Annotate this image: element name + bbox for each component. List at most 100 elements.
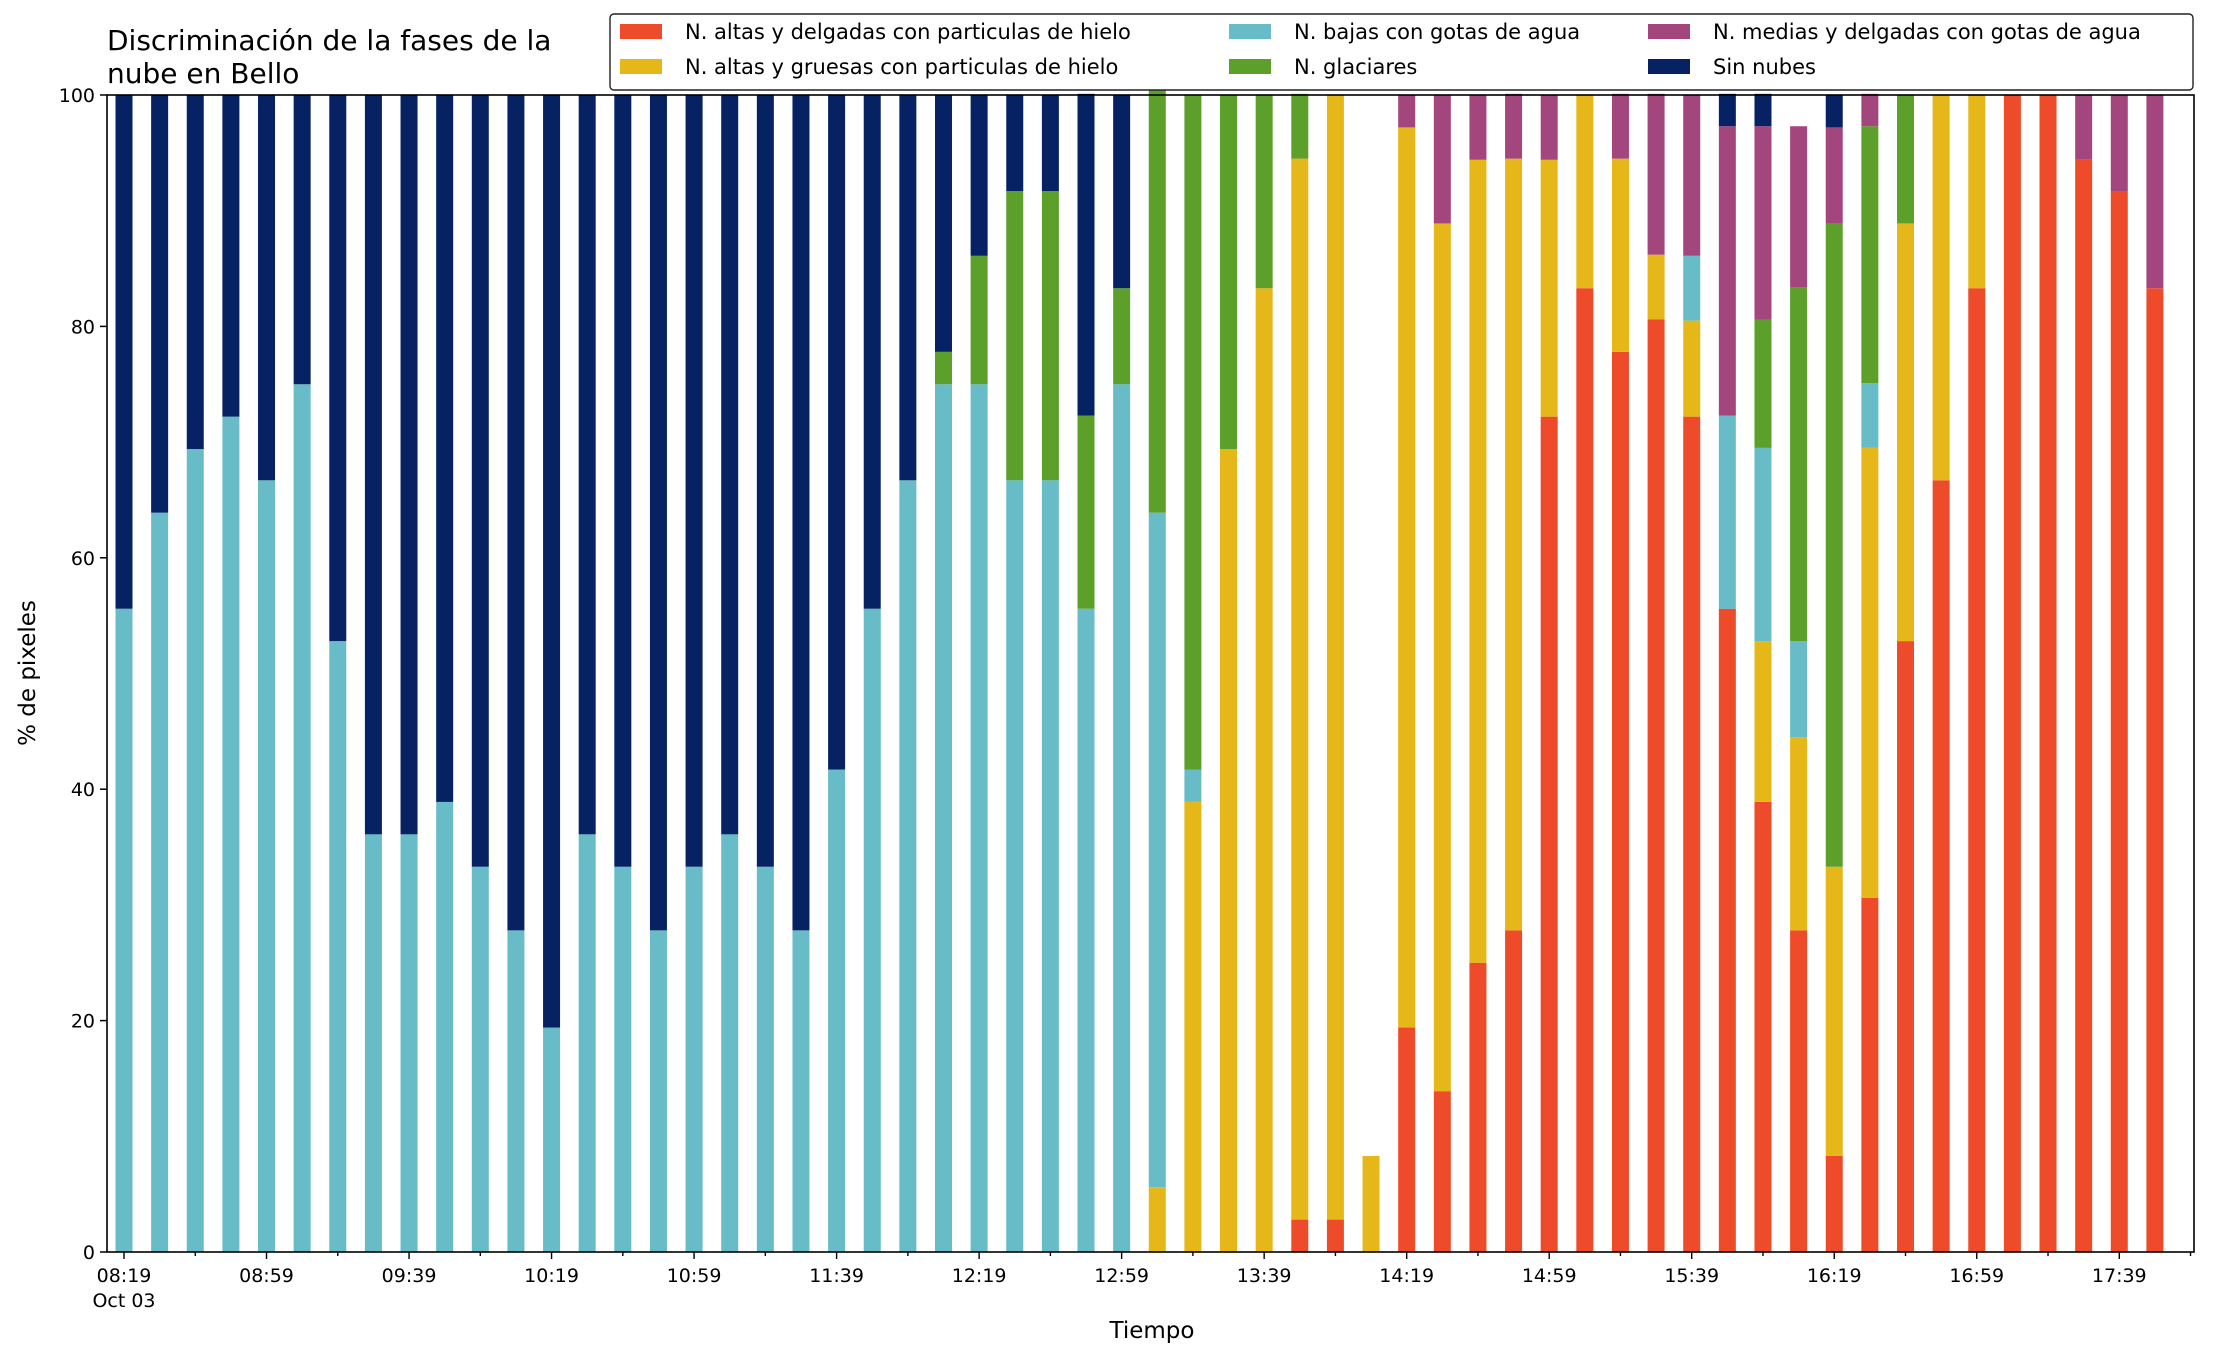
- bar-segment-38-0: [1469, 962, 1487, 1252]
- bar-segment-16-5: [685, 95, 703, 867]
- bar-segment-25-3: [1006, 191, 1024, 481]
- bar-segment-36-1: [1398, 127, 1416, 1028]
- bar-segment-55-4: [2075, 95, 2093, 160]
- bar-segment-19-5: [792, 95, 810, 931]
- bar-segment-43-0: [1647, 319, 1665, 1253]
- bar-segment-30-1: [1184, 801, 1202, 1252]
- bar-segment-48-0: [1825, 1155, 1843, 1252]
- bar-segment-47-4: [1790, 126, 1808, 288]
- bar-segment-48-5: [1825, 95, 1843, 128]
- bar-segment-56-0: [2110, 191, 2128, 1252]
- legend-label-5: Sin nubes: [1713, 55, 1816, 79]
- bar-segment-6-2: [329, 641, 347, 1252]
- bar-segment-29-3: [1148, 62, 1166, 513]
- legend-label-2: N. bajas con gotas de agua: [1294, 20, 1580, 44]
- bar-segment-48-3: [1825, 223, 1843, 867]
- bar-segment-40-1: [1540, 159, 1558, 417]
- bar-segment-49-0: [1861, 897, 1879, 1252]
- bar-segment-47-1: [1790, 737, 1808, 931]
- bar-segment-33-0: [1291, 1219, 1309, 1252]
- x-tick-label: 14:19: [1379, 1265, 1434, 1287]
- legend-label-0: N. altas y delgadas con particulas de hi…: [685, 20, 1131, 44]
- bar-segment-9-2: [436, 801, 454, 1252]
- bar-segment-3-2: [222, 416, 240, 1252]
- bar-segment-26-5: [1041, 95, 1059, 192]
- bar-segment-12-5: [543, 95, 561, 1028]
- bar-segment-2-2: [186, 449, 204, 1252]
- y-axis: 0 20 40 60 80 100: [59, 85, 107, 1264]
- bar-segment-57-4: [2146, 95, 2164, 289]
- x-tick-label: 15:39: [1664, 1265, 1719, 1287]
- bar-segment-45-5: [1718, 93, 1736, 127]
- bar-segment-20-2: [828, 769, 846, 1252]
- bar-segment-23-3: [934, 351, 952, 385]
- x-tick-label: 17:39: [2092, 1265, 2147, 1287]
- bar-segment-15-5: [649, 95, 667, 931]
- bar-segment-48-4: [1825, 127, 1843, 224]
- y-tick-label: 80: [71, 316, 95, 338]
- bar-segment-27-3: [1077, 415, 1095, 609]
- bar-segment-23-2: [934, 384, 952, 1252]
- bar-segment-18-5: [756, 95, 774, 867]
- bar-segment-57-0: [2146, 288, 2164, 1253]
- bar-segment-24-5: [970, 95, 988, 256]
- legend: N. altas y delgadas con particulas de hi…: [609, 13, 2194, 91]
- legend-frame: [609, 13, 2194, 91]
- bar-segment-26-3: [1041, 191, 1059, 481]
- bar-segment-49-2: [1861, 383, 1879, 448]
- bar-segment-39-0: [1505, 930, 1523, 1252]
- bar-segment-39-4: [1505, 93, 1523, 159]
- legend-swatch-0: [620, 24, 662, 39]
- bar-segment-17-2: [721, 834, 739, 1252]
- bar-segment-48-1: [1825, 866, 1843, 1156]
- bar-segment-42-4: [1611, 93, 1629, 159]
- bar-segment-3-5: [222, 95, 240, 417]
- bar-segment-43-4: [1647, 93, 1665, 255]
- bar-segment-14-2: [614, 866, 632, 1252]
- x-axis: 08:19 Oct 03 08:59 09:39 10:19 10:59 11:39 12:1…: [92, 1252, 2192, 1312]
- bar-segment-43-1: [1647, 254, 1665, 320]
- chart-title-line-1: Discriminación de la fases de la: [107, 24, 551, 57]
- bar-segment-44-2: [1683, 255, 1701, 321]
- legend-label-3: N. glaciares: [1294, 55, 1417, 79]
- bar-segment-4-5: [258, 95, 276, 481]
- bar-segment-53-0: [2003, 95, 2021, 1252]
- y-tick-label: 40: [71, 779, 95, 801]
- bar-segment-20-5: [828, 95, 846, 770]
- bar-segment-44-4: [1683, 95, 1701, 256]
- bar-segment-17-5: [721, 95, 739, 835]
- bar-segment-47-2: [1790, 641, 1808, 738]
- bar-segment-2-5: [186, 95, 204, 450]
- bar-segment-34-1: [1326, 95, 1344, 1220]
- bar-segment-37-4: [1433, 95, 1451, 224]
- bar-segment-9-5: [436, 95, 454, 802]
- bar-segment-42-0: [1611, 351, 1629, 1253]
- legend-swatch-3: [1229, 59, 1271, 74]
- bar-segment-11-2: [507, 930, 525, 1252]
- bar-segment-41-1: [1576, 95, 1594, 289]
- bar-segment-40-0: [1540, 416, 1558, 1252]
- bar-segment-49-3: [1861, 126, 1879, 384]
- bar-segment-36-4: [1398, 95, 1416, 128]
- bar-segment-15-2: [649, 930, 667, 1252]
- bar-segment-33-3: [1291, 93, 1309, 159]
- bar-segment-49-4: [1861, 93, 1879, 127]
- bar-segment-33-1: [1291, 158, 1309, 1220]
- bar-segment-29-1: [1148, 1187, 1166, 1252]
- bar-segment-27-2: [1077, 608, 1095, 1252]
- bar-segment-30-3: [1184, 95, 1202, 770]
- bar-segment-10-2: [471, 866, 489, 1252]
- bar-segment-51-1: [1932, 95, 1950, 481]
- bar-segment-25-5: [1006, 95, 1024, 192]
- bar-segment-47-0: [1790, 930, 1808, 1252]
- bar-segment-37-0: [1433, 1091, 1451, 1252]
- x-tick-label: 10:59: [667, 1265, 722, 1287]
- bar-segment-45-0: [1718, 608, 1736, 1252]
- bar-segment-45-2: [1718, 415, 1736, 609]
- y-axis-label: % de pixeles: [15, 600, 41, 746]
- bar-segment-46-1: [1754, 641, 1772, 802]
- x-tick-label: 12:19: [952, 1265, 1007, 1287]
- bar-segment-8-2: [400, 834, 418, 1252]
- bar-segment-7-2: [364, 834, 382, 1252]
- bar-segment-45-4: [1718, 126, 1736, 416]
